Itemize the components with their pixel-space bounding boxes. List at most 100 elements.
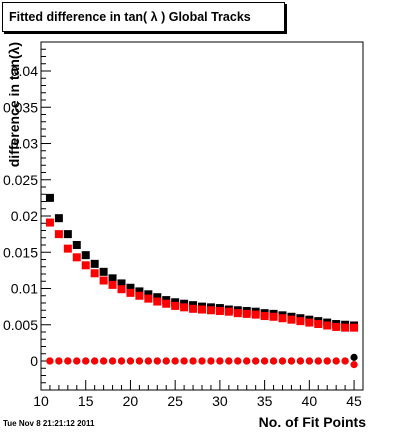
data-point-circle [269,357,278,365]
data-point-circle [73,357,81,365]
data-point-square [72,241,81,249]
data-point-circle [323,357,331,365]
y-axis-label: difference in tan(λ) [6,42,22,167]
data-point-square [323,321,332,330]
data-point-square [153,297,162,306]
data-point-square [269,312,278,321]
axis-ticks [40,41,364,391]
data-point-circle [117,357,126,365]
data-point-square [260,312,269,321]
data-point-circle [91,357,99,365]
data-point-circle [216,357,224,365]
data-point-circle [135,357,143,365]
data-point-square [215,306,224,315]
data-point-circle [234,357,242,365]
data-point-square [350,323,359,332]
plot-frame [40,41,364,391]
x-tick-label: 25 [167,393,183,409]
data-point-square [180,303,189,312]
data-point-circle [100,357,108,365]
data-point-circle [108,357,117,365]
data-point-square [90,269,99,278]
data-point-circle [341,357,349,365]
data-point-square [54,214,63,223]
data-point-circle [180,357,188,365]
data-point-circle [153,357,161,365]
y-tick-label: 0.035 [3,99,38,115]
data-point-circle [332,357,340,365]
data-marks [45,193,359,369]
data-point-circle [171,357,179,365]
data-point-circle [198,357,206,365]
x-axis-label: No. of Fit Points [259,414,367,430]
data-point-square [72,253,81,262]
y-tick-label: 0.015 [3,244,38,260]
data-point-circle [55,357,63,365]
data-point-square [108,280,117,289]
data-point-square [54,230,63,239]
chart-title-box: Fitted difference in tan( λ ) Global Tra… [2,2,285,32]
data-point-square [126,283,135,292]
x-tick-label: 10 [33,393,49,409]
data-point-circle [350,361,358,369]
data-point-square [117,279,126,288]
x-tick-label: 15 [78,393,94,409]
data-point-square [135,287,144,296]
y-tick-label: 0 [30,353,38,369]
data-point-square [305,318,314,327]
y-tick-label: 0.03 [11,136,38,152]
data-point-circle [225,357,233,365]
data-point-square [162,299,171,308]
data-point-circle [126,357,135,365]
y-tick-label: 0.005 [3,317,38,333]
data-point-circle [314,357,322,365]
y-tick-label: 0.01 [11,281,38,297]
data-point-square [332,322,341,331]
data-point-circle [189,357,197,365]
data-point-square [135,291,144,300]
data-point-square [144,290,153,299]
data-point-square [296,317,305,326]
data-point-square [251,310,260,319]
data-point-circle [305,357,313,365]
data-point-square [153,293,162,302]
timestamp: Tue Nov 8 21:21:12 2011 [3,419,95,428]
data-point-circle [243,357,251,365]
data-point-square [45,218,54,227]
data-point-square [189,304,198,313]
data-point-square [233,309,242,318]
data-point-circle [162,357,170,365]
data-point-square [224,307,233,316]
chart-title: Fitted difference in tan( λ ) Global Tra… [9,10,251,24]
data-point-square [314,320,323,329]
x-tick-label: 30 [212,393,228,409]
data-point-circle [350,353,358,361]
data-point-square [171,301,180,310]
data-point-circle [144,357,152,365]
data-point-square [278,314,287,323]
data-point-circle [252,357,260,365]
data-point-circle [64,357,72,365]
data-point-circle [207,357,215,365]
data-point-circle [82,357,90,365]
data-point-circle [261,357,269,365]
data-point-circle [296,357,304,365]
y-tick-label: 0.04 [11,63,38,79]
x-tick-label: 20 [123,393,139,409]
data-point-square [108,274,117,283]
data-point-square [198,305,206,314]
y-tick-label: 0.025 [3,172,38,188]
data-point-square [99,267,108,276]
data-point-circle [287,357,296,365]
data-point-square [99,276,108,285]
data-point-square [341,323,350,332]
data-point-square [81,261,90,270]
data-point-square [144,294,153,303]
data-point-square [63,244,72,253]
data-point-square [206,306,215,315]
x-tick-label: 35 [257,393,273,409]
data-point-circle [278,357,287,365]
data-point-square [287,315,296,324]
axis-tick-labels: 10 15 20 25 30 35 40 45 0 0.005 0.01 0.015 0.02 0.025… [3,63,362,409]
